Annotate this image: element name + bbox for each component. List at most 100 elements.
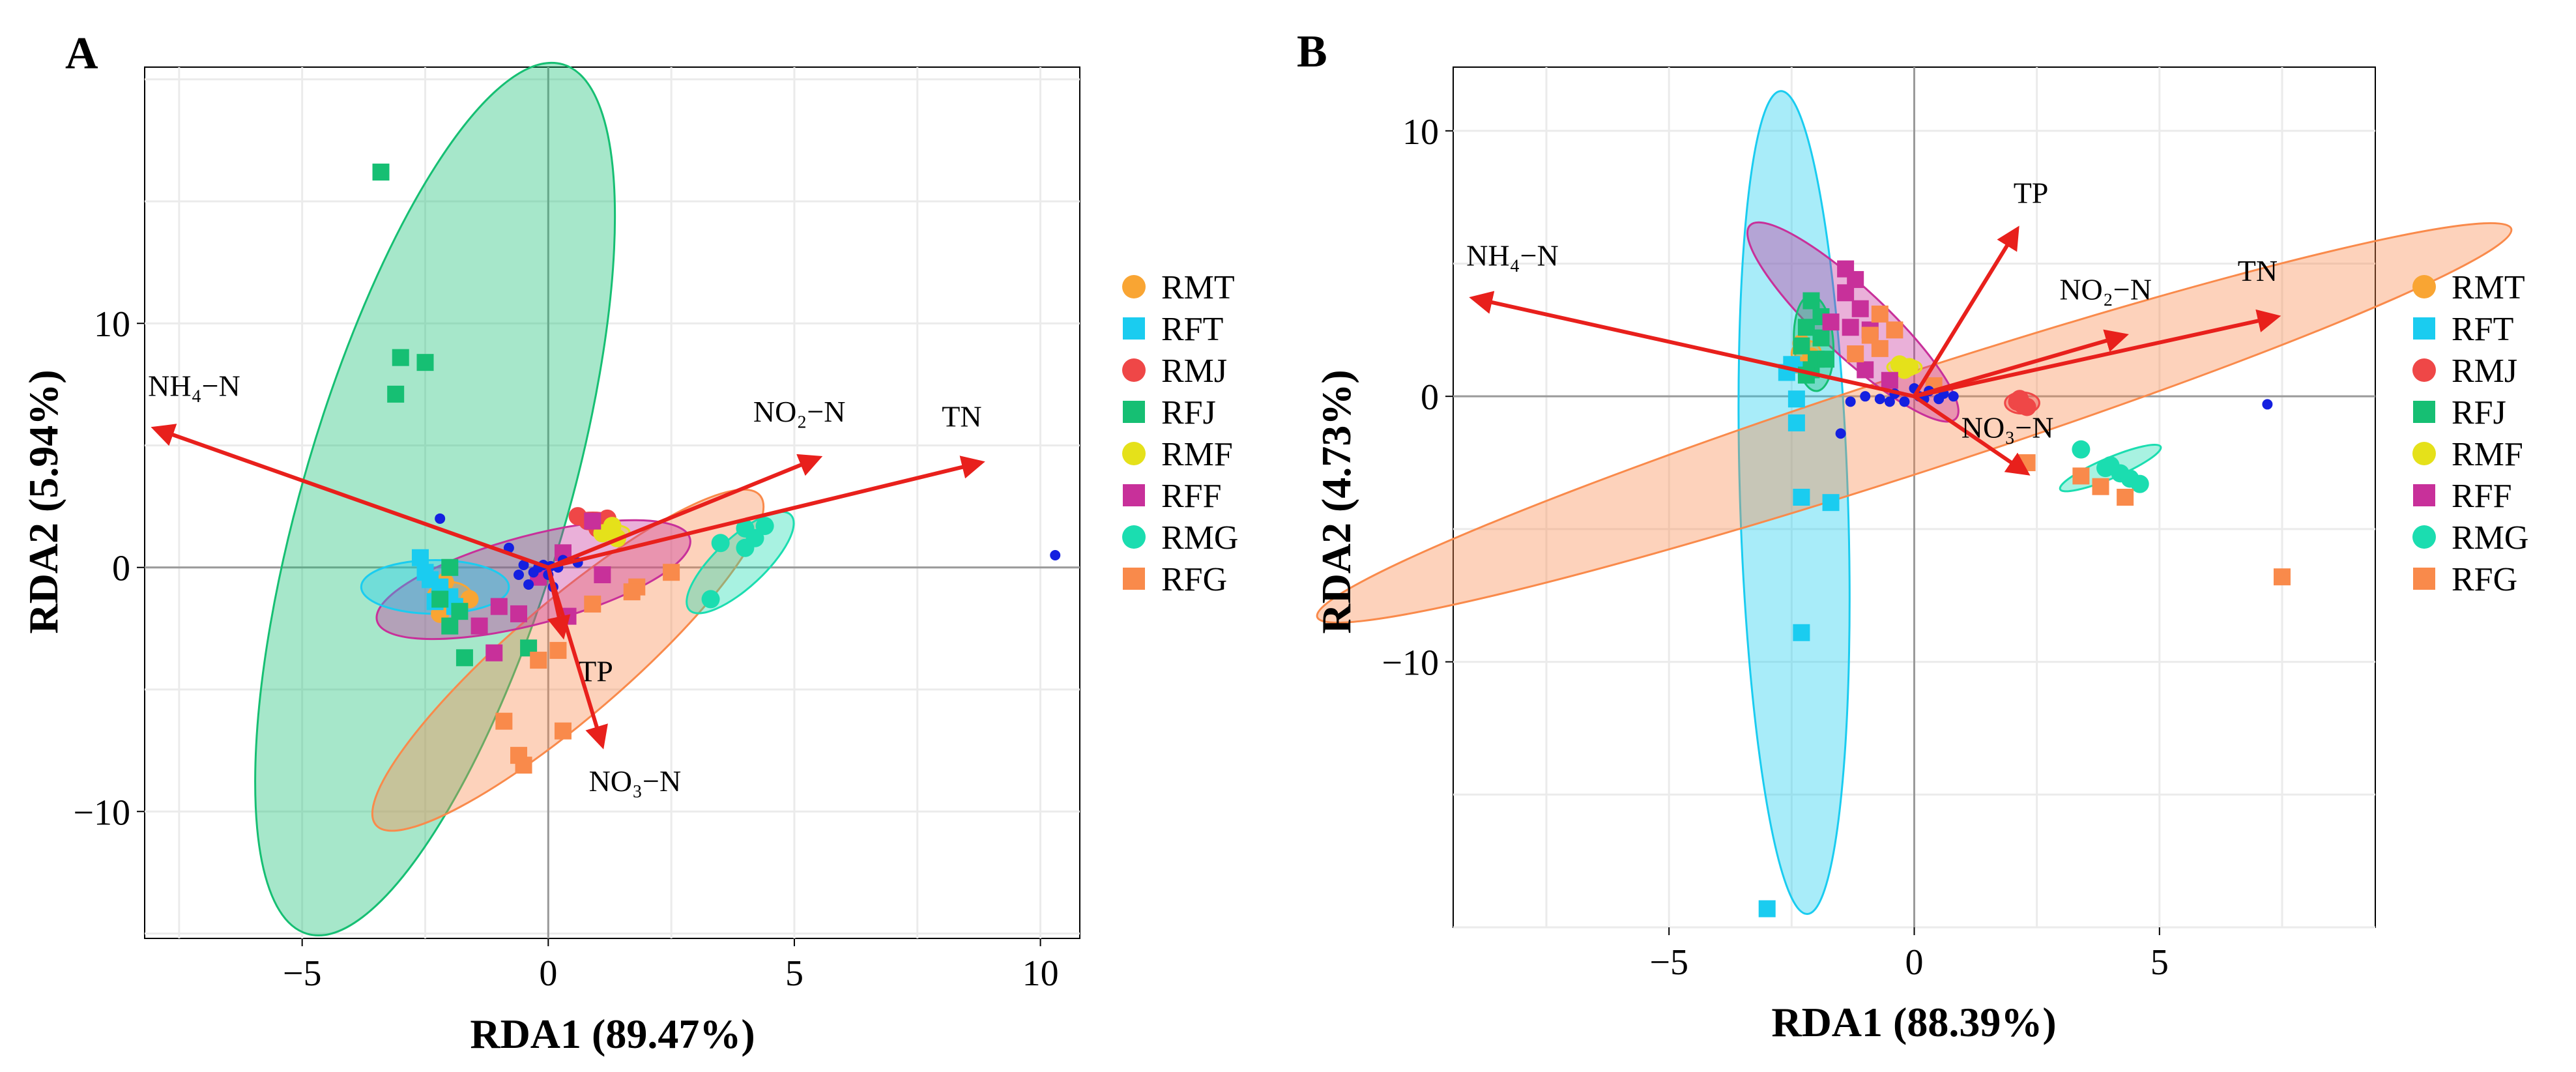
x-tick-label: 5 [785, 953, 803, 994]
point-rft [1793, 624, 1810, 641]
point-rfj [1797, 319, 1815, 336]
legend-item-rmj: RMJ [1122, 353, 1227, 390]
species-point [523, 579, 534, 590]
point-rff [594, 566, 611, 583]
legend-label: RMG [1161, 519, 1238, 557]
species-point [435, 513, 446, 524]
legend-label: RFF [1161, 478, 1222, 515]
panel-a-y-axis-title: RDA2 (5.94%) [20, 369, 66, 633]
panel-a-plot-area [144, 66, 1080, 939]
arrow-label: NO₃−N [1961, 411, 2054, 444]
arrow-4 [546, 566, 608, 749]
x-tick-label: 5 [2150, 942, 2169, 983]
panel-b-y-axis-title: RDA2 (4.73%) [1313, 369, 1359, 633]
legend-item-rmg: RMG [2412, 519, 2528, 557]
point-rfj [387, 385, 405, 403]
legend-symbol [2412, 525, 2436, 549]
legend-item-rmt: RMT [2412, 269, 2525, 306]
arrow-4 [1913, 394, 2031, 476]
legend-label: RFG [1161, 561, 1227, 598]
panel-a-x-axis-title: RDA1 (89.47%) [470, 1011, 755, 1057]
legend-symbol [2412, 358, 2436, 382]
arrow-1 [1912, 225, 2019, 398]
arrow-label: NH₄−N [148, 369, 240, 402]
point-rft [416, 564, 434, 581]
legend-symbol [2412, 442, 2436, 465]
point-rfg [663, 564, 680, 581]
point-rff [485, 644, 503, 661]
point-rfg [584, 595, 601, 613]
x-tick-label: 10 [1022, 953, 1059, 994]
point-rfg [1847, 345, 1864, 362]
legend-label: RMT [1161, 269, 1235, 306]
arrow-label: NO₂−N [2059, 272, 2152, 306]
point-rfg [2273, 568, 2291, 586]
point-rft [1787, 414, 1805, 431]
panel-b: B NH₄−N TP NO₂−N TN NO₃−N −5 0 5 −10 0 10 RDA1 (… [1297, 27, 2528, 1045]
point-rfj [456, 649, 473, 667]
legend-label: RMJ [2452, 353, 2517, 390]
point-rff [1837, 284, 1855, 302]
legend-label: RFT [2452, 311, 2513, 348]
point-rfg [530, 652, 547, 669]
species-point [1050, 550, 1061, 561]
point-rfg [1886, 321, 1903, 339]
point-rfg [515, 757, 532, 774]
point-rfg [2092, 478, 2109, 495]
point-rfj [441, 617, 459, 635]
legend-symbol [1123, 484, 1145, 506]
arrow-2 [1913, 329, 2129, 399]
point-rmg [2072, 440, 2091, 459]
point-rfg [1871, 340, 1889, 357]
species-point [1860, 391, 1871, 402]
species-point [1845, 396, 1856, 407]
point-rfj [1802, 292, 1820, 310]
point-rmj [2010, 390, 2029, 409]
point-rfg [623, 583, 641, 601]
legend-label: RFJ [1161, 394, 1216, 431]
arrow-label: NO₃−N [589, 764, 682, 798]
arrow-label: TN [2238, 254, 2278, 287]
point-rft [1787, 390, 1805, 408]
legend-symbol [2412, 275, 2436, 298]
point-rft [1758, 900, 1776, 918]
legend-item-rff: RFF [2413, 478, 2512, 515]
panel-b-legend: RMT RFT RMJ RFJ RMF RFF RMG RFG [2412, 269, 2528, 598]
point-rff [1881, 371, 1898, 389]
x-tick-label: 0 [1905, 942, 1924, 983]
panel-a-y-tick-labels: −10 0 10 [73, 304, 145, 833]
point-rmf [1900, 358, 1918, 377]
legend-symbol [2413, 401, 2435, 423]
point-rff [1842, 319, 1859, 336]
x-tick-label: 0 [539, 953, 557, 994]
legend-symbol [1123, 568, 1145, 590]
legend-label: RFG [2452, 561, 2517, 598]
panel-b-points [1758, 260, 2291, 918]
legend-item-rmg: RMG [1122, 519, 1238, 557]
arrow-label: TP [2014, 177, 2049, 210]
legend-item-rfj: RFJ [1123, 394, 1216, 431]
point-rff [470, 617, 488, 635]
legend-label: RMT [2452, 269, 2525, 306]
arrow-0 [1469, 291, 1915, 399]
legend-item-rmf: RMF [2412, 436, 2523, 473]
point-rfj [441, 558, 459, 576]
arrow-label: NO₂−N [753, 395, 846, 428]
panel-a-x-tick-labels: −5 0 5 10 [283, 938, 1059, 994]
species-point [518, 560, 529, 570]
point-rfj [431, 590, 449, 608]
legend-symbol [1122, 275, 1146, 298]
legend-item-rmj: RMJ [2412, 353, 2517, 390]
species-point [1899, 396, 1910, 407]
legend-label: RMJ [1161, 353, 1227, 390]
point-rft [1793, 489, 1810, 506]
legend-label: RFJ [2452, 394, 2506, 431]
x-tick-label: −5 [283, 953, 322, 994]
point-rff [510, 605, 527, 622]
point-rfg [549, 642, 567, 659]
point-rft [1822, 494, 1840, 512]
point-rmg [755, 517, 774, 536]
legend-item-rft: RFT [2413, 311, 2513, 348]
